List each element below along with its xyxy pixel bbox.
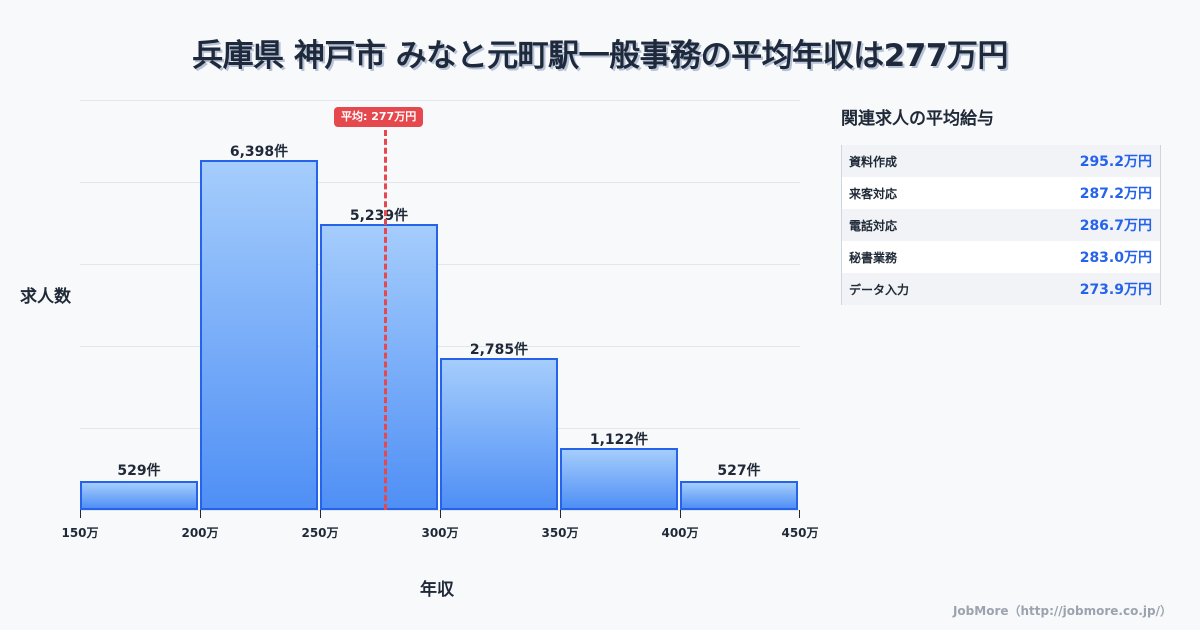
histogram-bar-400-450 bbox=[680, 481, 798, 510]
x-tick-label: 400万 bbox=[661, 526, 699, 540]
related-job-salary: 273.9万円 bbox=[1079, 282, 1152, 298]
histogram-plot-area: 529件 6,398件 5,239件 2,785件 1,122件 527件 bbox=[80, 100, 800, 518]
related-job-salary: 283.0万円 bbox=[1079, 250, 1152, 266]
related-job-salary: 287.2万円 bbox=[1079, 186, 1152, 202]
related-job-row: 来客対応 287.2万円 bbox=[842, 177, 1160, 209]
related-jobs-title: 関連求人の平均給与 bbox=[841, 109, 994, 129]
related-job-row: 電話対応 286.7万円 bbox=[842, 209, 1160, 241]
x-tick bbox=[320, 510, 321, 518]
histogram-bar-350-400 bbox=[560, 448, 678, 510]
x-tick bbox=[680, 510, 681, 518]
mean-dashed-line bbox=[384, 130, 387, 510]
gridline bbox=[80, 264, 800, 265]
x-tick-label: 300万 bbox=[421, 526, 459, 540]
source-credit: JobMore（http://jobmore.co.jp/） bbox=[952, 604, 1172, 618]
related-job-row: 資料作成 295.2万円 bbox=[842, 145, 1160, 177]
x-tick bbox=[80, 510, 81, 518]
gridline bbox=[80, 182, 800, 183]
x-tick-label: 150万 bbox=[61, 526, 99, 540]
x-tick-label: 350万 bbox=[541, 526, 579, 540]
bar-value-label: 2,785件 bbox=[469, 342, 529, 358]
x-tick bbox=[560, 510, 561, 518]
related-job-salary: 295.2万円 bbox=[1079, 154, 1152, 170]
bar-value-label: 1,122件 bbox=[589, 432, 649, 448]
bar-value-label: 6,398件 bbox=[229, 144, 289, 160]
related-job-name: 来客対応 bbox=[849, 186, 898, 201]
related-jobs-table: 資料作成 295.2万円 来客対応 287.2万円 電話対応 286.7万円 秘… bbox=[841, 145, 1161, 305]
related-job-name: 秘書業務 bbox=[849, 250, 898, 265]
related-job-row: 秘書業務 283.0万円 bbox=[842, 241, 1160, 273]
related-job-row: データ入力 273.9万円 bbox=[842, 273, 1160, 305]
bar-value-label: 5,239件 bbox=[349, 208, 409, 224]
x-tick bbox=[200, 510, 201, 518]
histogram-bar-200-250 bbox=[200, 160, 318, 510]
related-job-salary: 286.7万円 bbox=[1079, 218, 1152, 234]
page-title: 兵庫県 神戸市 みなと元町駅一般事務の平均年収は277万円 bbox=[192, 38, 1008, 74]
gridline bbox=[80, 100, 800, 101]
x-tick-label: 250万 bbox=[301, 526, 339, 540]
mean-badge: 平均: 277万円 bbox=[334, 107, 424, 127]
x-tick-label: 200万 bbox=[181, 526, 219, 540]
y-axis-label: 求人数 bbox=[20, 287, 71, 307]
x-axis-label: 年収 bbox=[420, 580, 454, 600]
histogram-bar-250-300 bbox=[320, 224, 438, 510]
related-job-name: 資料作成 bbox=[849, 154, 898, 169]
x-tick-label: 450万 bbox=[781, 526, 819, 540]
histogram-bar-150-200 bbox=[80, 481, 198, 510]
bar-value-label: 529件 bbox=[117, 463, 161, 479]
related-job-name: データ入力 bbox=[849, 282, 910, 297]
gridline bbox=[80, 346, 800, 347]
related-job-name: 電話対応 bbox=[849, 218, 898, 233]
x-tick bbox=[799, 510, 800, 518]
bar-value-label: 527件 bbox=[717, 463, 761, 479]
x-tick bbox=[440, 510, 441, 518]
histogram-bar-300-350 bbox=[440, 358, 558, 510]
